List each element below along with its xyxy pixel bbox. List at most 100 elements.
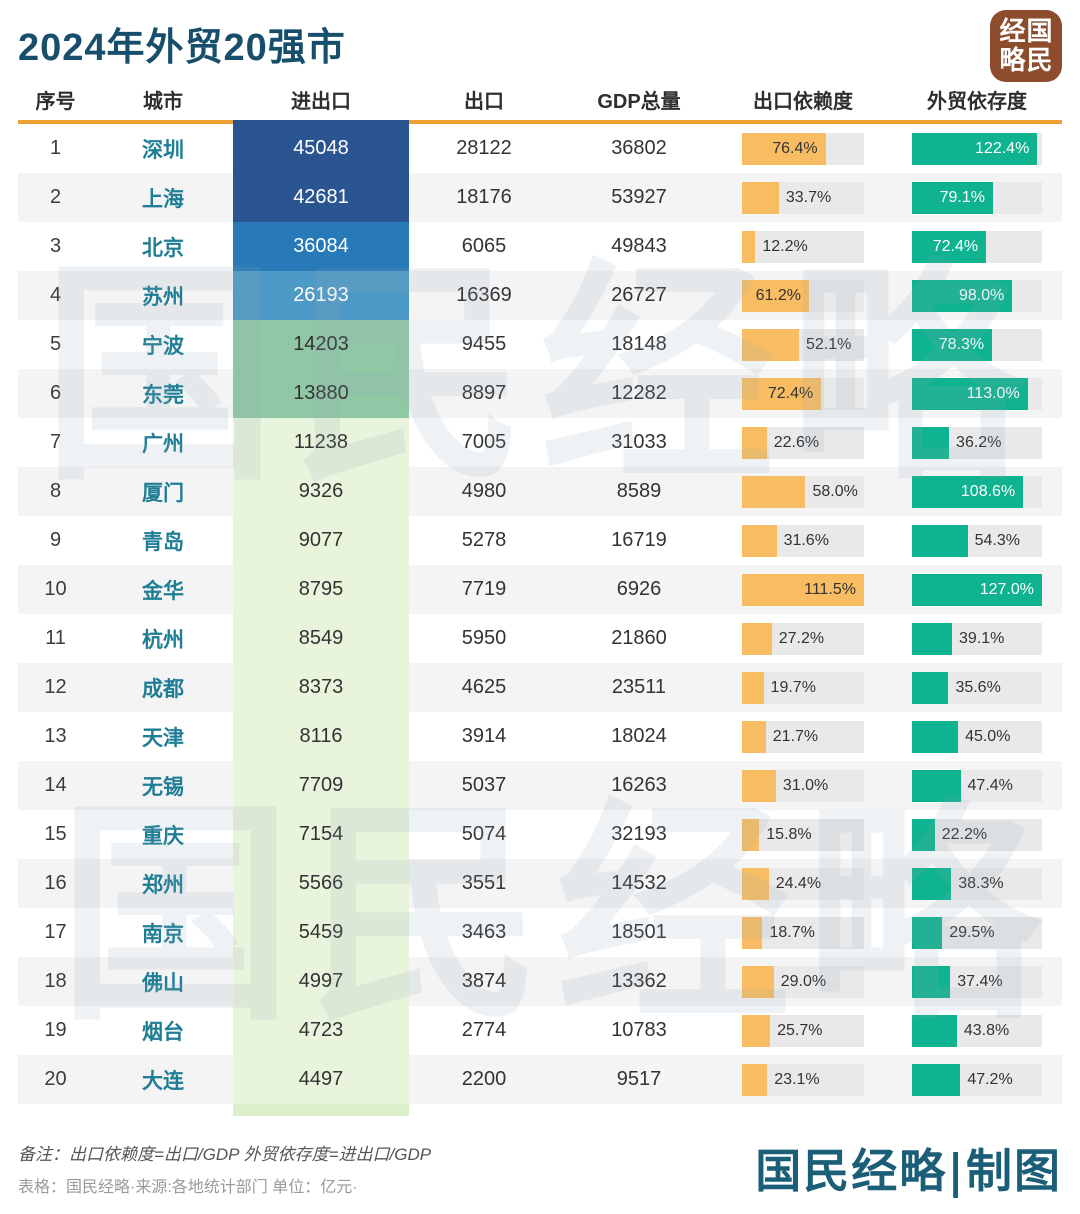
gdp-value-cell: 6926 — [616, 578, 662, 600]
gdp-value-cell: 49843 — [611, 235, 667, 257]
table-row: 1 深圳 45048 28122 36802 76.4% 122.4% — [18, 124, 1062, 173]
export-dependence-bar — [742, 867, 769, 900]
export-dependence-track: 12.2% — [742, 230, 864, 263]
trade-dependence-label: 54.3% — [974, 531, 1020, 549]
trade-dependence-bar — [912, 1063, 961, 1096]
trade-value-cell: 36084 — [233, 222, 409, 271]
trade-dependence-label: 45.0% — [965, 727, 1011, 745]
export-value-cell: 3914 — [461, 725, 507, 747]
export-dependence-bar — [742, 720, 766, 753]
trade-dependence-bar — [912, 181, 993, 214]
gdp-value-cell: 16719 — [611, 529, 667, 551]
export-dependence-cell: 19.7% — [719, 663, 864, 712]
gdp-value-cell: 21860 — [611, 627, 667, 649]
trade-dependence-label: 47.4% — [967, 776, 1013, 794]
logo-char: 国 — [1026, 16, 1053, 47]
trade-dependence-bar — [912, 524, 968, 557]
table-row: 5 宁波 14203 9455 18148 52.1% 78.3% — [18, 320, 1062, 369]
rank-cell: 16 — [44, 872, 67, 894]
gdp-value-cell: 18148 — [611, 333, 667, 355]
trade-dependence-track: 43.8% — [912, 1014, 1042, 1047]
trade-dependence-label: 47.2% — [967, 1070, 1013, 1088]
rank-cell: 4 — [49, 284, 62, 306]
logo-char: 略 — [999, 45, 1026, 76]
table-row: 3 北京 36084 6065 49843 12.2% 72.4% — [18, 222, 1062, 271]
export-dependence-cell: 12.2% — [719, 222, 864, 271]
top-bar: 2024年外贸20强市 经 国 略 民 — [0, 0, 1080, 82]
table-row: 20 大连 4497 2200 9517 23.1% 47.2% — [18, 1055, 1062, 1104]
header-trade-dependence: 外贸依存度 — [927, 90, 1027, 113]
export-dependence-cell: 21.7% — [719, 712, 864, 761]
table-row: 19 烟台 4723 2774 10783 25.7% 43.8% — [18, 1006, 1062, 1055]
export-dependence-cell: 58.0% — [719, 467, 864, 516]
rank-cell: 14 — [44, 774, 67, 796]
export-dependence-label: 19.7% — [770, 678, 816, 696]
trade-value-cell: 8795 — [233, 565, 409, 614]
trade-dependence-bar — [912, 671, 949, 704]
export-dependence-track: 24.4% — [742, 867, 864, 900]
export-dependence-bar — [742, 818, 760, 851]
export-dependence-bar — [742, 524, 777, 557]
trade-dependence-cell: 37.4% — [864, 957, 1062, 1006]
export-dependence-label: 31.6% — [783, 531, 829, 549]
export-dependence-bar — [742, 1063, 768, 1096]
export-dependence-cell: 33.7% — [719, 173, 864, 222]
export-dependence-label: 31.0% — [782, 776, 829, 794]
trade-value-cell: 26193 — [233, 271, 409, 320]
gdp-value-cell: 16263 — [611, 774, 667, 796]
export-value-cell: 3874 — [461, 970, 507, 992]
export-value-cell: 5278 — [461, 529, 507, 551]
trade-dependence-cell: 47.4% — [864, 761, 1062, 810]
trade-dependence-track: 122.4% — [912, 132, 1042, 165]
trade-value-cell: 7154 — [233, 810, 409, 859]
export-dependence-track: 21.7% — [742, 720, 864, 753]
export-dependence-label: 111.5% — [804, 580, 856, 598]
export-dependence-bar — [742, 1014, 771, 1047]
export-value-cell: 28122 — [456, 137, 512, 159]
rank-cell: 9 — [49, 529, 62, 551]
gdp-value-cell: 13362 — [611, 970, 667, 992]
rank-cell: 7 — [49, 431, 62, 453]
export-value-cell: 5950 — [461, 627, 507, 649]
footer-notes: 备注：出口依赖度=出口/GDP 外贸依存度=进出口/GDP 表格：国民经略·来源… — [18, 1140, 431, 1197]
rank-cell: 10 — [44, 578, 67, 600]
trade-dependence-bar — [912, 1014, 957, 1047]
trade-dependence-bar — [912, 818, 935, 851]
rank-cell: 12 — [44, 676, 67, 698]
trade-dependence-cell: 72.4% — [864, 222, 1062, 271]
rank-cell: 6 — [49, 382, 62, 404]
city-cell: 重庆 — [142, 824, 184, 848]
trade-value-cell: 8116 — [233, 712, 409, 761]
export-dependence-track: 19.7% — [742, 671, 864, 704]
gdp-value-cell: 53927 — [611, 186, 667, 208]
table-row: 2 上海 42681 18176 53927 33.7% 79.1% — [18, 173, 1062, 222]
band-extension-fill — [233, 1104, 409, 1116]
export-dependence-track: 61.2% — [742, 279, 864, 312]
export-dependence-cell: 23.1% — [719, 1055, 864, 1104]
export-dependence-bar — [742, 671, 764, 704]
city-cell: 天津 — [142, 726, 184, 750]
brand-signature: 国民经略|制图 — [755, 1144, 1062, 1199]
trade-dependence-label: 108.6% — [960, 482, 1016, 500]
header-rank: 序号 — [35, 90, 76, 113]
rank-cell: 11 — [45, 627, 66, 649]
gdp-value-cell: 18024 — [611, 725, 667, 747]
gdp-value-cell: 9517 — [616, 1068, 662, 1090]
export-dependence-bar — [742, 377, 822, 410]
export-dependence-bar — [742, 916, 763, 949]
rank-cell: 1 — [49, 137, 62, 159]
trade-dependence-cell: 113.0% — [864, 369, 1062, 418]
brand-logo: 经 国 略 民 — [990, 10, 1062, 82]
header-divider — [18, 120, 1062, 124]
export-dependence-label: 29.0% — [780, 972, 827, 990]
trade-dependence-track: 72.4% — [912, 230, 1042, 263]
gdp-value-cell: 32193 — [611, 823, 667, 845]
trade-dependence-bar — [912, 132, 1038, 165]
trade-value-cell: 13880 — [233, 369, 409, 418]
trade-dependence-cell: 78.3% — [864, 320, 1062, 369]
export-value-cell: 3463 — [461, 921, 507, 943]
table-row: 18 佛山 4997 3874 13362 29.0% 37.4% — [18, 957, 1062, 1006]
export-dependence-track: 76.4% — [742, 132, 864, 165]
rank-cell: 20 — [44, 1068, 67, 1090]
export-value-cell: 5074 — [461, 823, 507, 845]
